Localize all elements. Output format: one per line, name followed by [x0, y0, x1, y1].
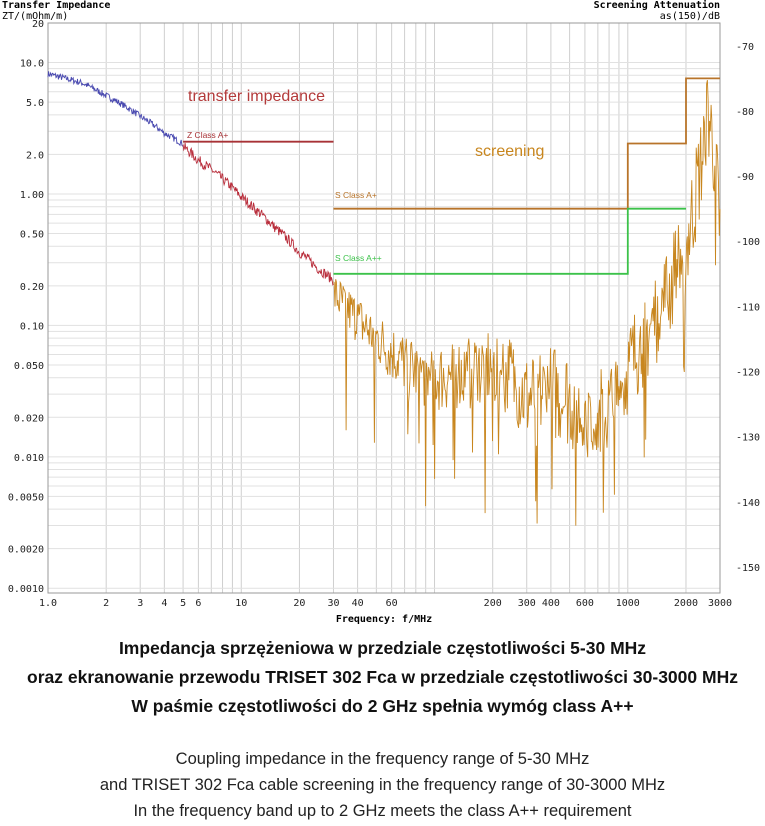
x-tick-label: 300: [518, 598, 536, 609]
limit-line-2: [333, 207, 686, 275]
left-axis-title: Transfer Impedance: [2, 0, 110, 11]
right-tick-label: -80: [736, 107, 754, 118]
x-tick-label: 1.0: [39, 598, 57, 609]
x-tick-label: 60: [386, 598, 398, 609]
right-axis-title: Screening Attenuation: [594, 0, 720, 11]
left-tick-label: 0.20: [20, 282, 44, 293]
chart: 1.0 2 3 4 5 6 10 20 30 40 60 200 300 400 600 1000 2000 30…: [2, 0, 760, 625]
left-tick-label: 2.0: [26, 150, 44, 161]
annotation-screening: screening: [475, 143, 544, 160]
limit-lines: [183, 77, 720, 275]
limit-label-s-class-a-plus: S Class A+: [335, 190, 377, 200]
series-line-0: [47, 71, 184, 147]
x-tick-label: 20: [293, 598, 305, 609]
x-tick-label: 6: [195, 598, 201, 609]
grid: [48, 23, 720, 593]
limit-label-s-class-a-plus-plus: S Class A++: [335, 253, 382, 263]
x-tick-label: 4: [161, 598, 167, 609]
series-line-2: [333, 80, 721, 526]
x-axis-label: Frequency: f/MHz: [336, 614, 432, 625]
right-tick-label: -150: [736, 563, 760, 574]
x-tick-label: 400: [542, 598, 560, 609]
right-tick-label: -100: [736, 237, 760, 248]
x-tick-label: 1000: [616, 598, 640, 609]
caption-pl-line-3: W paśmie częstotliwości do 2 GHz spełnia…: [131, 696, 634, 716]
plot-frame: [47, 22, 721, 594]
series-line-1: [182, 142, 334, 286]
left-axis-unit: ZT/(mOhm/m): [2, 11, 68, 22]
x-tick-label: 30: [327, 598, 339, 609]
left-tick-label: 20: [32, 19, 44, 30]
x-tick-label: 600: [576, 598, 594, 609]
right-tick-label: -110: [736, 302, 760, 313]
left-tick-label: 0.0020: [8, 545, 44, 556]
x-tick-label: 2000: [674, 598, 698, 609]
tick-labels: 1.0 2 3 4 5 6 10 20 30 40 60 200 300 400 600 1000 2000 30…: [8, 19, 760, 609]
caption-en-line-1: Coupling impedance in the frequency rang…: [175, 750, 590, 768]
limit-line-1: [333, 77, 720, 210]
x-tick-label: 5: [180, 598, 186, 609]
x-tick-label: 2: [103, 598, 109, 609]
left-tick-label: 10.0: [20, 59, 44, 70]
data-lines: [47, 71, 721, 526]
caption-en-line-2: and TRISET 302 Fca cable screening in th…: [99, 776, 666, 794]
left-tick-label: 0.10: [20, 321, 44, 332]
x-tick-label: 3: [137, 598, 143, 609]
right-tick-label: -70: [736, 42, 754, 53]
annotation-transfer-impedance: transfer impedance: [188, 88, 325, 105]
left-tick-label: 0.050: [14, 361, 44, 372]
caption-polish: Impedancja sprzężeniowa w przedziale czę…: [0, 634, 765, 721]
x-tick-label: 40: [352, 598, 364, 609]
left-tick-label: 0.50: [20, 230, 44, 241]
right-tick-label: -130: [736, 433, 760, 444]
right-axis-unit: as(150)/dB: [660, 11, 720, 22]
x-tick-label: 3000: [708, 598, 732, 609]
right-tick-label: -140: [736, 498, 760, 509]
right-tick-label: -90: [736, 172, 754, 183]
left-tick-label: 5.0: [26, 98, 44, 109]
left-tick-label: 1.00: [20, 190, 44, 201]
right-tick-label: -120: [736, 368, 760, 379]
caption-en-line-3: In the frequency band up to 2 GHz meets …: [133, 802, 632, 820]
caption-pl-line-2: oraz ekranowanie przewodu TRISET 302 Fca…: [27, 667, 738, 687]
x-tick-label: 10: [235, 598, 247, 609]
limit-label-z-class-a-plus: Z Class A+: [187, 130, 228, 140]
left-tick-label: 0.020: [14, 413, 44, 424]
left-tick-label: 0.0010: [8, 584, 44, 595]
left-tick-label: 0.0050: [8, 492, 44, 503]
caption-english: Coupling impedance in the frequency rang…: [0, 746, 765, 824]
caption-pl-line-1: Impedancja sprzężeniowa w przedziale czę…: [118, 638, 647, 658]
x-tick-label: 200: [484, 598, 502, 609]
left-tick-label: 0.010: [14, 453, 44, 464]
